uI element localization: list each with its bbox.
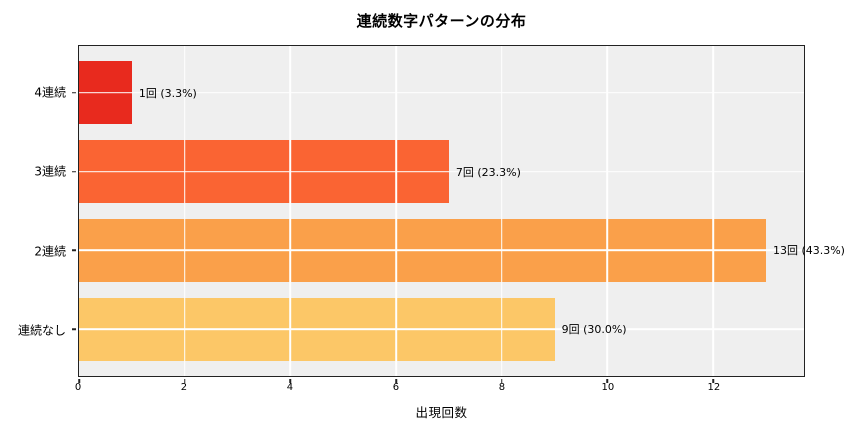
x-tick-mark (78, 379, 80, 383)
vertical-gridline (289, 46, 292, 376)
bar-value-label: 13回 (43.3%) (772, 244, 845, 258)
y-tick-label: 2連続 (34, 244, 66, 259)
x-tick-mark (395, 379, 397, 383)
x-tick-mark (500, 379, 503, 383)
vertical-gridline (606, 46, 609, 376)
x-tick-mark (289, 379, 292, 383)
horizontal-gridline (79, 249, 804, 252)
y-axis-tick-labels: 4連続 3連続 2連続連続なし (0, 45, 66, 377)
horizontal-gridline (79, 170, 804, 173)
x-axis-tick-labels: 0 2 4 6 8 10 12 (74, 382, 805, 396)
horizontal-gridline (79, 91, 804, 94)
y-tick-mark (72, 249, 76, 252)
x-tick-label: 0 (74, 382, 82, 393)
x-axis-label: 出現回数 (415, 405, 468, 420)
horizontal-gridline (79, 328, 804, 331)
y-tick-label: 連続なし (17, 323, 66, 338)
x-tick-label: 12 (707, 382, 721, 393)
x-tick-label: 8 (498, 382, 506, 393)
x-tick-mark (606, 379, 609, 383)
x-tick-label: 2 (180, 382, 188, 393)
y-tick-mark (72, 328, 76, 331)
plot-area: 1回 (3.3%) 7回 (23.3%) 13回 (43.3%) 9回 (30.0%) (72, 45, 845, 383)
x-tick-mark (712, 379, 714, 383)
x-tick-label: 10 (601, 382, 615, 393)
y-tick-label: 3連続 (34, 164, 66, 179)
vertical-gridline (183, 46, 186, 376)
bar-value-label: 7回 (23.3%) (455, 165, 521, 179)
y-tick-mark (72, 91, 76, 94)
vertical-gridline (500, 46, 503, 376)
vertical-gridline (712, 46, 714, 376)
x-tick-label: 6 (392, 382, 400, 393)
x-tick-mark (183, 379, 186, 383)
vertical-gridline (395, 46, 397, 376)
y-tick-label: 4連続 (34, 85, 66, 100)
x-tick-label: 4 (286, 382, 294, 393)
bar-value-label: 9回 (30.0%) (561, 323, 627, 337)
chart-title: 連続数字パターンの分布 (356, 12, 527, 30)
bar-value-label: 1回 (3.3%) (138, 86, 197, 100)
y-tick-mark (72, 170, 76, 173)
